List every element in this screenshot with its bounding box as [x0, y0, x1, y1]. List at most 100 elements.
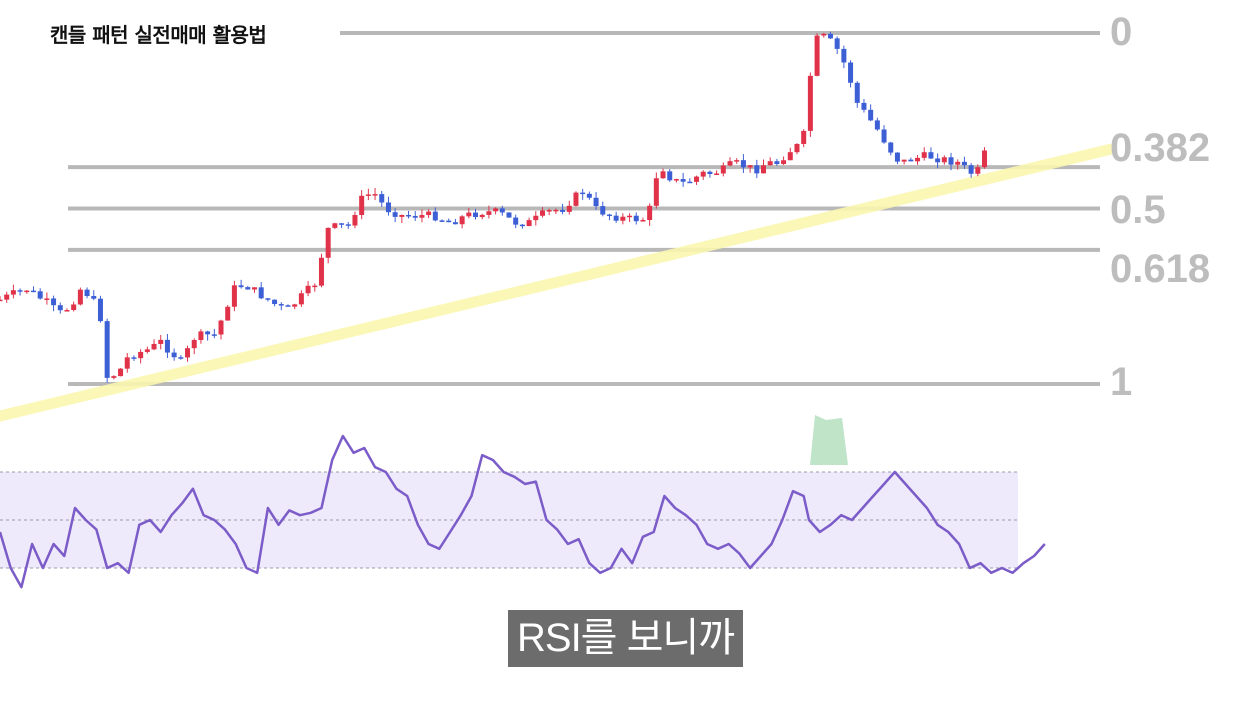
candle-body: [432, 211, 438, 221]
candle-body: [218, 320, 224, 335]
candle-body: [747, 165, 753, 168]
candlestick-series: [0, 31, 988, 383]
candle-body: [111, 376, 117, 378]
candle-body: [888, 142, 894, 153]
candle-body: [794, 143, 800, 153]
candle-body: [272, 299, 278, 305]
candle-body: [493, 208, 499, 212]
candle-body: [339, 223, 345, 225]
candle-body: [419, 215, 425, 218]
candle-body: [767, 161, 773, 166]
candle-body: [881, 129, 887, 143]
candle-body: [807, 75, 813, 131]
candle-body: [935, 158, 941, 163]
candle-body: [915, 157, 921, 162]
candle-body: [667, 171, 673, 181]
candle-body: [486, 211, 492, 215]
fibonacci-lines: [68, 31, 1100, 386]
video-title: 캔들 패턴 실전매매 활용법: [48, 19, 269, 48]
fib-label-0618: 0.618: [1110, 247, 1211, 291]
candle-body: [4, 294, 10, 300]
candle-body: [278, 304, 284, 306]
candle-body: [345, 224, 351, 226]
candle-body: [620, 216, 626, 221]
rsi-series: [0, 415, 1046, 589]
candle-body: [325, 227, 331, 258]
candle-body: [77, 289, 83, 305]
candle-body: [700, 171, 706, 177]
candle-body: [392, 212, 398, 217]
candle-body: [714, 173, 720, 175]
candle-body: [158, 339, 164, 344]
candle-body: [191, 340, 197, 349]
candle-body: [459, 216, 465, 225]
candle-body: [479, 214, 485, 218]
candle-body: [948, 157, 954, 165]
candle-body: [24, 290, 30, 293]
candle-body: [265, 298, 271, 300]
candle-body: [231, 285, 237, 307]
candle-body: [138, 351, 144, 359]
candle-body: [553, 209, 559, 212]
candle-body: [647, 205, 653, 220]
candle-body: [968, 165, 974, 174]
candle-body: [305, 285, 311, 294]
candle-body: [352, 214, 358, 226]
candle-body: [781, 160, 787, 165]
candle-body: [600, 206, 606, 215]
candle-body: [312, 285, 318, 288]
candle-body: [546, 210, 552, 212]
candle-body: [131, 357, 137, 359]
candle-body: [412, 216, 418, 218]
rsi-overbought-fill: [810, 415, 848, 465]
candle-body: [292, 304, 298, 307]
candle-body: [560, 209, 566, 212]
candle-body: [178, 357, 184, 359]
candle-body: [118, 368, 124, 377]
candle-body: [71, 304, 77, 311]
candle-body: [379, 194, 385, 203]
candle-body: [928, 152, 934, 159]
rsi-band: [0, 471, 1018, 569]
candle-body: [57, 305, 63, 311]
candle-body: [84, 289, 90, 297]
candle-body: [91, 296, 97, 299]
candle-body: [961, 161, 967, 166]
candle-body: [198, 331, 204, 341]
subtitle-caption: RSI를 보니까: [508, 610, 743, 667]
candle-body: [37, 291, 43, 299]
rsi-line: [0, 434, 1046, 589]
candle-body: [801, 130, 807, 144]
candle-body: [921, 152, 927, 158]
candle-body: [144, 349, 150, 352]
candle-body: [124, 357, 130, 369]
candle-body: [874, 120, 880, 130]
fib-label-0382: 0.382: [1110, 126, 1211, 170]
candle-body: [51, 298, 57, 306]
candle-body: [519, 224, 525, 227]
candle-body: [452, 222, 458, 225]
candle-body: [573, 192, 579, 206]
candle-body: [814, 35, 820, 76]
candle-body: [205, 331, 211, 335]
candle-body: [821, 33, 827, 36]
candle-body: [385, 202, 391, 213]
candle-body: [740, 160, 746, 168]
candle-body: [97, 298, 103, 322]
candle-body: [365, 194, 371, 196]
candle-body: [332, 223, 338, 228]
candle-body: [848, 62, 854, 83]
candle-body: [827, 33, 833, 39]
candle-body: [941, 157, 947, 163]
candle-body: [606, 214, 612, 217]
candle-body: [10, 290, 16, 295]
candle-body: [787, 152, 793, 161]
candle-body: [426, 211, 432, 216]
candle-body: [908, 159, 914, 162]
candle-body: [466, 212, 472, 217]
candle-body: [613, 215, 619, 221]
candle-body: [653, 178, 659, 206]
candle-body: [238, 285, 244, 288]
candle-body: [17, 290, 23, 292]
candle-body: [627, 215, 633, 218]
